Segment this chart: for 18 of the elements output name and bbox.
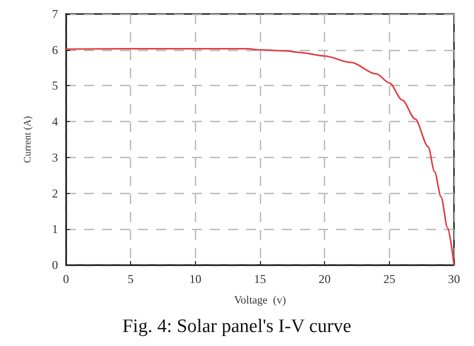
x-tick-label: 10	[189, 272, 202, 286]
x-tick-label: 30	[448, 272, 460, 286]
y-tick-label: 3	[52, 150, 58, 164]
x-axis-title: Voltage (v)	[234, 294, 286, 306]
y-tick-label: 1	[52, 222, 58, 236]
y-tick-label: 7	[52, 7, 58, 21]
x-tick-label: 25	[383, 272, 396, 286]
y-tick-label: 2	[52, 186, 58, 200]
x-tick-label: 20	[318, 272, 331, 286]
y-tick-label: 6	[52, 42, 58, 57]
y-tick-label: 4	[52, 114, 58, 129]
caption: Fig. 4: Solar panel's I-V curve	[122, 316, 352, 337]
y-axis-title: Current (A)	[22, 116, 34, 163]
y-tick-label: 0	[52, 258, 58, 272]
x-tick-label: 0	[63, 272, 69, 286]
x-tick-label: 15	[254, 272, 266, 286]
x-tick-label: 5	[128, 272, 134, 286]
y-tick-label: 5	[52, 78, 58, 93]
